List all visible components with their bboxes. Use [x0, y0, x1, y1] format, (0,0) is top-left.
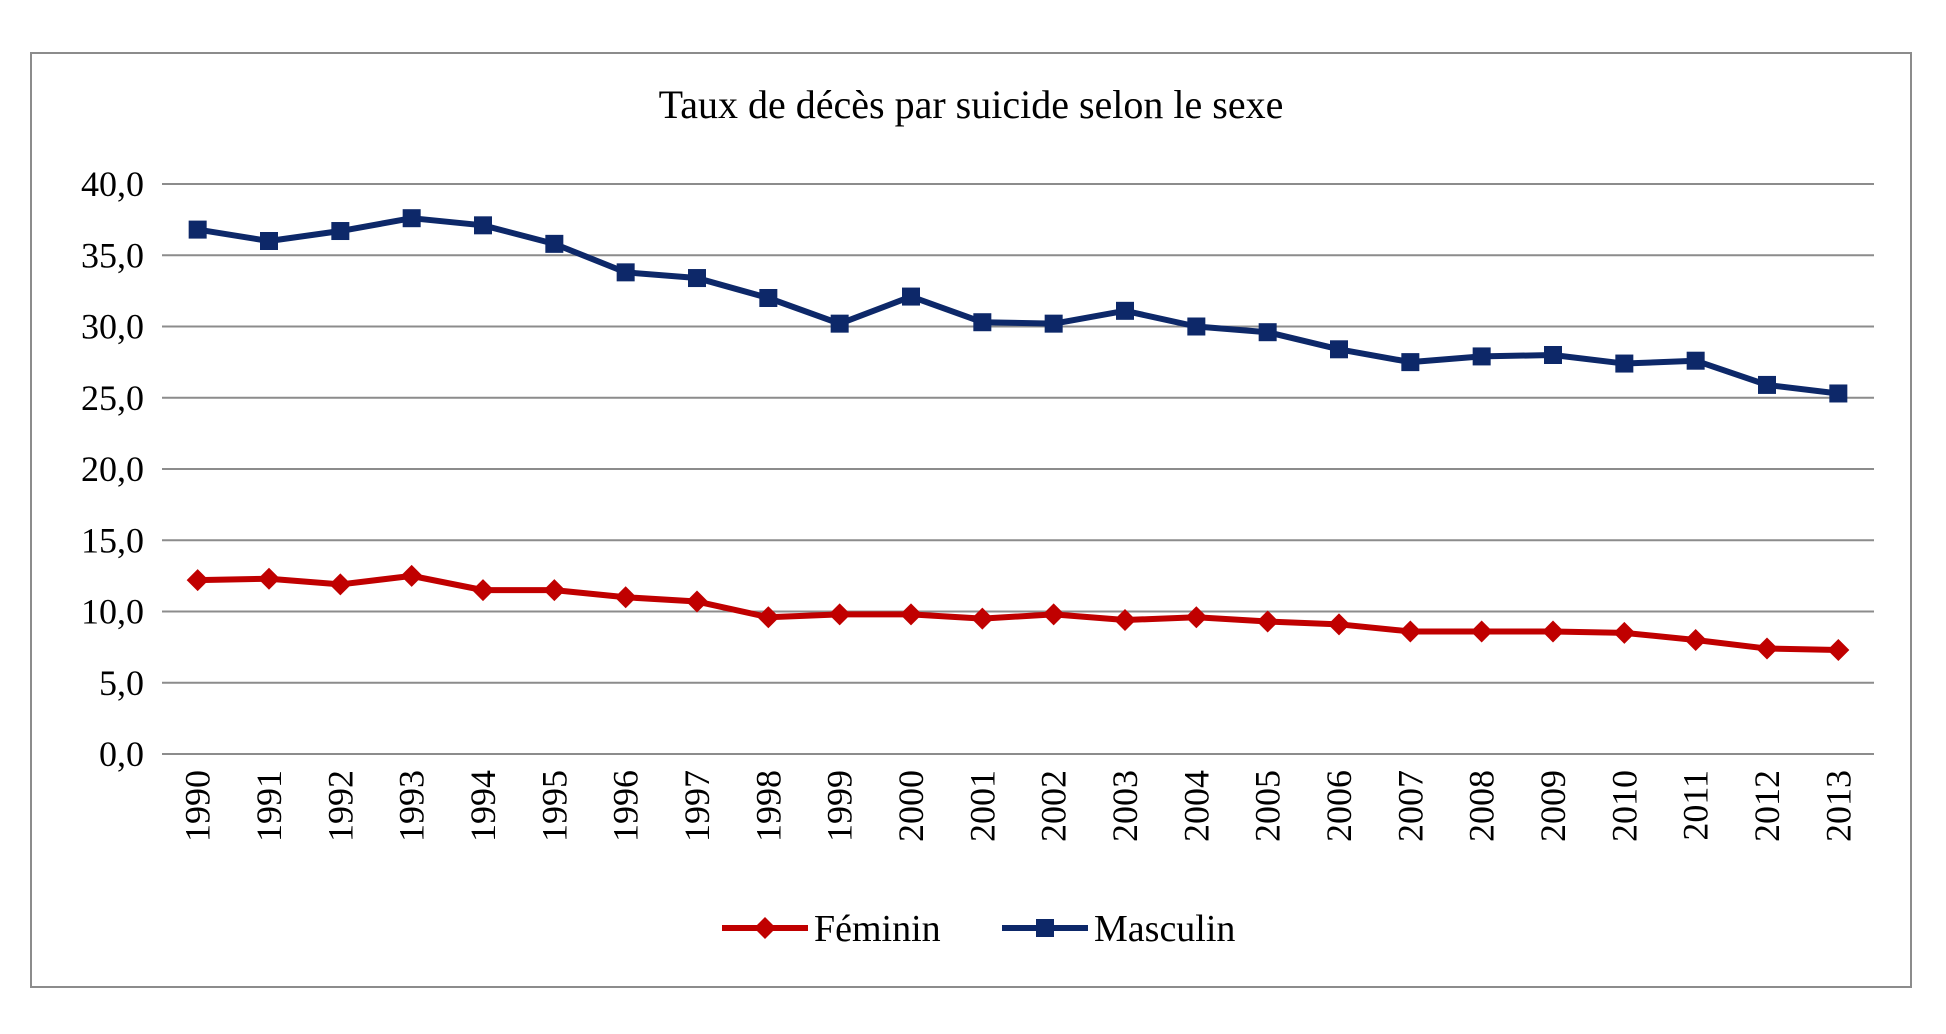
series-line [197, 572, 1839, 653]
data-point [329, 573, 352, 596]
x-tick-label: 2003 [1105, 770, 1145, 842]
y-tick-label: 20,0 [81, 449, 144, 489]
data-point [1542, 620, 1564, 643]
data-point [260, 232, 278, 250]
x-tick-label: 2004 [1176, 770, 1216, 842]
series-masculin [188, 209, 1848, 403]
x-tick-label: 2013 [1818, 770, 1858, 842]
legend-marker [1036, 919, 1054, 937]
data-point [616, 263, 635, 282]
data-point [402, 209, 421, 228]
data-point [1256, 610, 1279, 633]
x-tick-label: 2002 [1034, 770, 1074, 842]
x-tick-label: 1992 [320, 770, 360, 842]
x-tick-label: 2001 [962, 770, 1002, 842]
data-point [1615, 354, 1634, 373]
data-point [1330, 340, 1348, 359]
data-point [1185, 606, 1208, 629]
data-point [1042, 603, 1065, 626]
x-tick-label: 2011 [1676, 770, 1716, 841]
data-point [1544, 346, 1562, 364]
data-point [1399, 620, 1422, 643]
data-point [1470, 620, 1493, 643]
data-point [188, 220, 207, 239]
data-point [1613, 621, 1636, 644]
data-point [1258, 323, 1277, 342]
data-point [830, 314, 849, 333]
legend-item-féminin: Féminin [722, 908, 941, 950]
data-point [973, 313, 992, 332]
data-point [474, 216, 492, 235]
y-tick-label: 30,0 [81, 307, 144, 347]
x-tick-label: 1997 [677, 770, 717, 842]
data-point [902, 287, 920, 306]
series-féminin [186, 564, 1850, 661]
x-tick-label: 1994 [463, 770, 503, 842]
data-point [1758, 375, 1776, 394]
data-point [1827, 638, 1850, 661]
y-tick-label: 10,0 [81, 592, 144, 632]
gridlines [162, 183, 1874, 755]
x-tick-label: 2010 [1604, 770, 1644, 842]
y-tick-label: 0,0 [99, 734, 144, 774]
data-point [1116, 301, 1134, 320]
data-point [1756, 637, 1778, 660]
x-tick-label: 2012 [1747, 770, 1787, 842]
x-axis-ticks: 1990 1991 1992 1993 1994 1995 1996 1997 1998 1999… [178, 770, 1859, 842]
y-tick-label: 35,0 [81, 235, 144, 275]
y-tick-label: 15,0 [81, 520, 144, 560]
data-point [400, 564, 423, 587]
x-tick-label: 1995 [534, 770, 574, 842]
data-point [900, 603, 922, 626]
data-point [686, 590, 708, 613]
data-point [545, 234, 564, 253]
data-point [828, 603, 851, 626]
data-point [614, 586, 637, 609]
y-tick-label: 25,0 [81, 378, 144, 418]
y-axis-ticks: 0,0 5,0 10,0 15,0 20,0 25,0 30,0 35,0 40,0 [81, 164, 144, 774]
data-point [1401, 353, 1420, 372]
x-tick-label: 2005 [1248, 770, 1288, 842]
data-point [186, 569, 209, 592]
data-point [543, 579, 566, 602]
x-tick-label: 1996 [606, 770, 646, 842]
data-point [472, 579, 494, 602]
data-point [1472, 347, 1491, 366]
x-tick-label: 2009 [1533, 770, 1573, 842]
data-point [258, 567, 280, 590]
x-tick-label: 1991 [249, 770, 289, 842]
data-point [1328, 613, 1350, 636]
data-point [759, 289, 778, 307]
chart-frame: Taux de décès par suicide selon le sexe … [30, 52, 1912, 988]
data-point [1686, 351, 1705, 370]
legend-marker [754, 917, 776, 939]
data-point [1829, 384, 1848, 403]
x-tick-label: 2006 [1319, 770, 1359, 842]
x-tick-label: 1998 [748, 770, 788, 842]
chart-svg: Taux de décès par suicide selon le sexe … [81, 82, 1874, 950]
y-tick-label: 40,0 [81, 164, 144, 204]
legend-item-masculin: Masculin [1002, 908, 1235, 950]
x-tick-label: 1990 [178, 770, 218, 842]
series-line [197, 215, 1839, 397]
data-point [1684, 629, 1707, 651]
legend-label: Masculin [1094, 908, 1235, 950]
data-point [1114, 609, 1136, 632]
data-point [688, 269, 706, 288]
x-tick-label: 2000 [891, 770, 931, 842]
legend-label: Féminin [814, 908, 941, 950]
chart-title: Taux de décès par suicide selon le sexe [659, 82, 1284, 127]
data-point [1187, 317, 1206, 336]
data-point [757, 606, 780, 629]
y-tick-label: 5,0 [99, 663, 144, 703]
data-point [1044, 314, 1063, 333]
x-tick-label: 2007 [1390, 770, 1430, 842]
x-tick-label: 1999 [820, 770, 860, 842]
x-tick-label: 2008 [1462, 770, 1502, 842]
data-point [331, 222, 350, 241]
series-layer [186, 209, 1850, 661]
data-point [971, 607, 994, 630]
x-tick-label: 1993 [392, 770, 432, 842]
legend: Féminin Masculin [722, 908, 1235, 950]
